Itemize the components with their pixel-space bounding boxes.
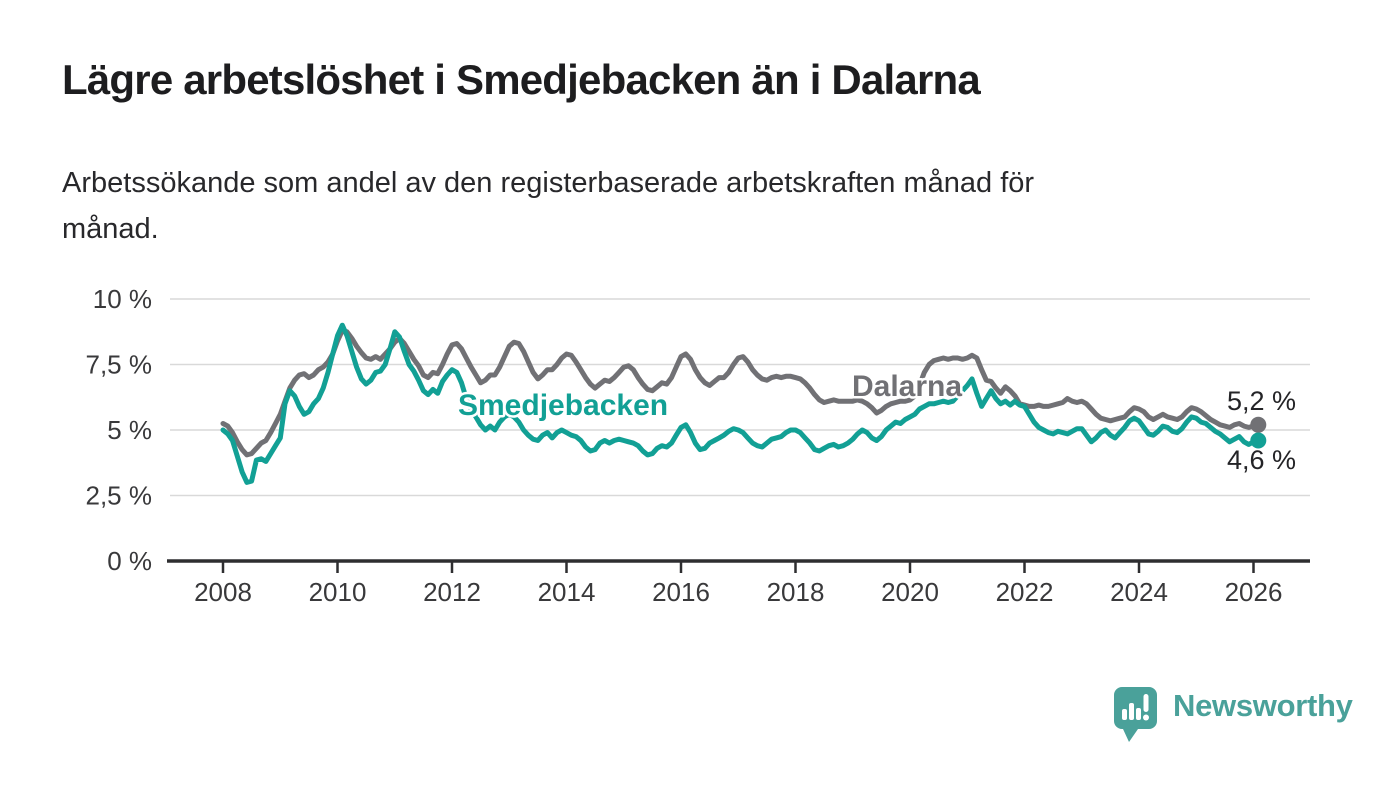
exclamation-bar-icon [1143, 694, 1149, 712]
series-line-smedjebacken [220, 322, 1261, 485]
newsworthy-logo: Newsworthy [1113, 686, 1353, 744]
x-tick-label-2024: 2024 [1110, 577, 1168, 607]
y-tick-label-0: 0 % [107, 546, 152, 576]
chart-subtitle-line2: månad. [62, 213, 159, 245]
latest-value-dot-dalarna [1250, 416, 1267, 433]
y-axis-labels: 10 % 7,5 % 5 % 2,5 % 0 % [86, 284, 153, 576]
x-tick-label-2008: 2008 [194, 577, 252, 607]
latest-value-dot-smedjebacken [1250, 432, 1267, 449]
mini-bar-chart-glyph [1122, 694, 1149, 721]
series-lines [220, 322, 1267, 485]
x-tick-label-2016: 2016 [652, 577, 710, 607]
x-tick-label-2014: 2014 [538, 577, 596, 607]
x-tick-label-2012: 2012 [423, 577, 481, 607]
exclamation-dot-icon [1143, 714, 1149, 721]
chart-subtitle: Arbetssökande som andel av den registerb… [62, 160, 1034, 252]
bar-small-icon [1122, 709, 1127, 720]
brand-name: Newsworthy [1173, 688, 1353, 723]
speech-bubble-shape [1114, 687, 1157, 742]
x-tick-label-2018: 2018 [767, 577, 825, 607]
newsworthy-speech-bubble-chart-icon [1114, 687, 1157, 742]
x-axis [167, 559, 1310, 573]
y-tick-label-5: 5 % [107, 415, 152, 445]
end-value-label-dalarna: 5,2 % [1227, 386, 1296, 416]
x-tick-label-2010: 2010 [309, 577, 367, 607]
bar-tall-icon [1129, 703, 1134, 720]
series-label-dalarna: Dalarna [852, 370, 962, 403]
x-tick-label-2022: 2022 [996, 577, 1054, 607]
x-tick-label-2026: 2026 [1225, 577, 1283, 607]
bar-medium-icon [1136, 708, 1141, 720]
series-line-dalarna [220, 327, 1261, 458]
x-tick-label-2020: 2020 [881, 577, 939, 607]
chart-subtitle-line1: Arbetssökande som andel av den registerb… [62, 167, 1035, 199]
y-tick-label-10: 10 % [93, 284, 152, 314]
y-tick-label-2-5: 2,5 % [86, 481, 153, 511]
x-axis-labels: 2008 2010 2012 2014 2016 2018 2020 2022 … [194, 577, 1282, 607]
series-label-smedjebacken: Smedjebacken [458, 389, 668, 422]
page-title: Lägre arbetslöshet i Smedjebacken än i D… [62, 56, 981, 103]
end-value-label-smedjebacken: 4,6 % [1227, 445, 1296, 475]
y-tick-label-7-5: 7,5 % [86, 350, 153, 380]
